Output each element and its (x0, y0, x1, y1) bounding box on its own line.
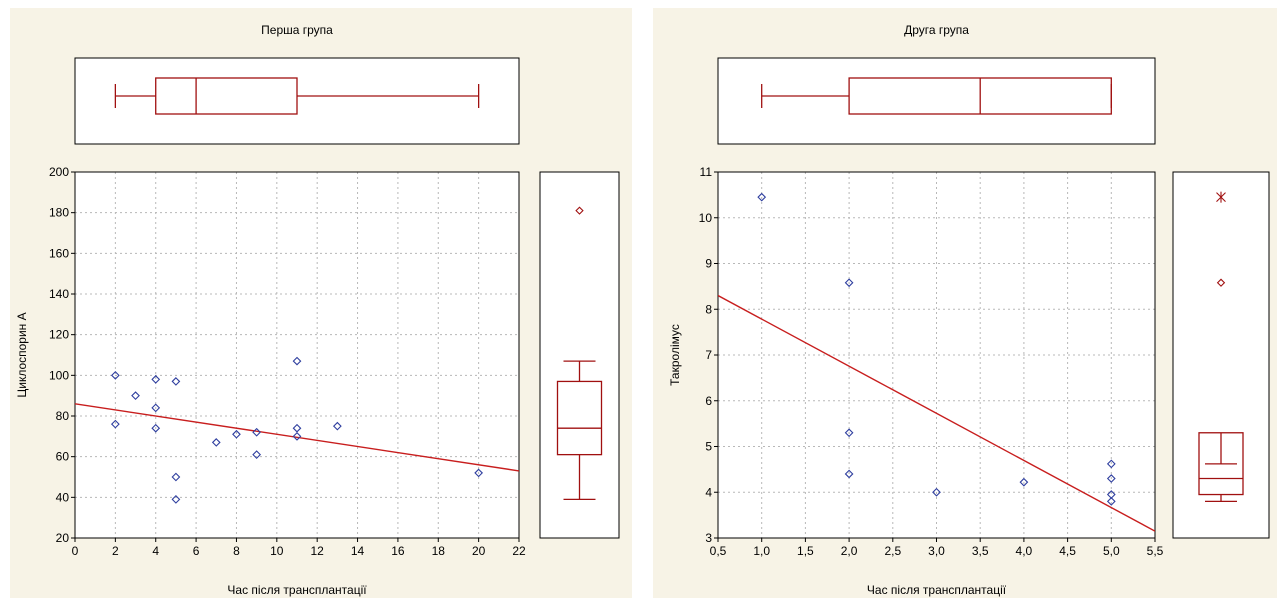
y-tick-label: 8 (705, 302, 712, 316)
x-tick-label: 2 (112, 544, 119, 558)
y-tick-label: 180 (49, 206, 69, 220)
y-tick-label: 3 (705, 531, 712, 545)
y-tick-label: 40 (56, 490, 70, 504)
data-point (1106, 474, 1116, 483)
x-tick-label: 4,5 (1059, 544, 1076, 558)
x-tick-label: 5,5 (1147, 544, 1164, 558)
y-tick-label: 9 (705, 257, 712, 271)
data-point (171, 472, 181, 482)
data-point (171, 377, 181, 386)
y-boxplot-box (1198, 432, 1244, 496)
data-point (844, 469, 854, 479)
plot-background (75, 172, 519, 538)
data-point (252, 427, 262, 437)
chart-title: Друга група (904, 23, 969, 37)
data-point (151, 423, 161, 433)
x-tick-label: 3,0 (928, 544, 945, 558)
y-boxplot-extreme (1216, 191, 1226, 203)
data-point (1106, 497, 1116, 506)
regression-line (718, 294, 1155, 532)
data-point (151, 403, 161, 413)
x-axis-label: Час після трансплантації (867, 583, 1007, 597)
y-boxplot-outlier (1216, 278, 1226, 287)
y-boxplot-box (556, 380, 603, 456)
y-tick-label: 6 (705, 394, 712, 408)
y-tick-label: 20 (56, 531, 70, 545)
data-point (932, 487, 941, 497)
y-tick-label: 60 (56, 450, 70, 464)
data-point (292, 431, 302, 441)
y-boxplot-frame (1172, 171, 1270, 539)
x-tick-label: 20 (472, 544, 486, 558)
x-boxplot-box (155, 77, 298, 115)
x-tick-label: 4 (152, 544, 159, 558)
x-tick-label: 10 (270, 544, 284, 558)
y-axis-label: Такролімус (668, 324, 682, 386)
right-chart-svg: Друга група 0,5 1,0 1,5 2,0 2,5 3,0 3,5 4,0 4,5 5,… (668, 23, 1270, 597)
data-point (110, 419, 120, 429)
data-point (332, 421, 342, 431)
data-point (292, 423, 302, 433)
y-tick-label: 5 (705, 440, 712, 454)
y-tick-label: 7 (705, 348, 712, 362)
y-axis-label: Циклоспорин А (15, 312, 29, 397)
x-tick-label: 8 (233, 544, 240, 558)
x-tick-label: 2,5 (884, 544, 901, 558)
x-tick-label: 3,5 (972, 544, 989, 558)
data-point (151, 375, 161, 384)
data-point (131, 391, 140, 401)
left-chart-svg: Перша група 0 2 4 6 8 10 12 14 16 18 20 22 20 40 60 80 10… (15, 23, 620, 597)
plot-frame (74, 171, 520, 539)
y-boxplot-outlier (575, 206, 584, 215)
x-tick-label: 0,5 (710, 544, 727, 558)
x-tick-label: 22 (512, 544, 526, 558)
x-tick-label: 16 (391, 544, 405, 558)
data-point (211, 438, 221, 447)
chart-title: Перша група (261, 23, 333, 37)
x-tick-label: 14 (351, 544, 365, 558)
right-chart-panel: Друга група 0,5 1,0 1,5 2,0 2,5 3,0 3,5 4,0 4,5 5,… (653, 8, 1277, 598)
y-tick-label: 4 (705, 485, 712, 499)
data-point (292, 356, 302, 366)
y-tick-label: 11 (700, 165, 713, 179)
data-point (252, 450, 262, 460)
y-tick-label: 10 (699, 211, 713, 225)
data-point (474, 468, 484, 478)
y-tick-label: 100 (49, 368, 69, 382)
x-axis-label: Час після трансплантації (227, 583, 367, 597)
x-tick-label: 18 (432, 544, 446, 558)
x-tick-label: 12 (311, 544, 325, 558)
y-tick-label: 120 (49, 328, 69, 342)
regression-line (75, 403, 519, 472)
x-tick-label: 2,0 (841, 544, 858, 558)
x-tick-label: 1,0 (753, 544, 770, 558)
x-tick-label: 0 (72, 544, 79, 558)
x-tick-label: 1,5 (797, 544, 814, 558)
data-point (757, 192, 767, 202)
y-tick-label: 80 (56, 409, 70, 423)
data-point (844, 428, 854, 438)
y-tick-label: 140 (49, 287, 69, 301)
x-tick-label: 4,0 (1016, 544, 1033, 558)
x-tick-label: 5,0 (1103, 544, 1120, 558)
scatter-plot: 0,5 1,0 1,5 2,0 2,5 3,0 3,5 4,0 4,5 5,0 5,5 3 4 5 6 7 8 9… (699, 165, 1164, 558)
data-point (1019, 477, 1029, 487)
x-boxplot-frame (717, 57, 1156, 145)
y-tick-label: 200 (49, 165, 69, 179)
data-point (1106, 459, 1116, 469)
x-tick-label: 6 (193, 544, 200, 558)
scatter-plot: 0 2 4 6 8 10 12 14 16 18 20 22 20 40 60 80 100 120 140 160 1… (49, 165, 526, 558)
data-point (232, 429, 241, 439)
data-point (110, 370, 120, 380)
left-chart-panel: Перша група 0 2 4 6 8 10 12 14 16 18 20 22 20 40 60 80 10… (10, 8, 632, 598)
data-point (844, 278, 854, 288)
data-point (171, 494, 181, 504)
y-tick-label: 160 (49, 246, 69, 260)
